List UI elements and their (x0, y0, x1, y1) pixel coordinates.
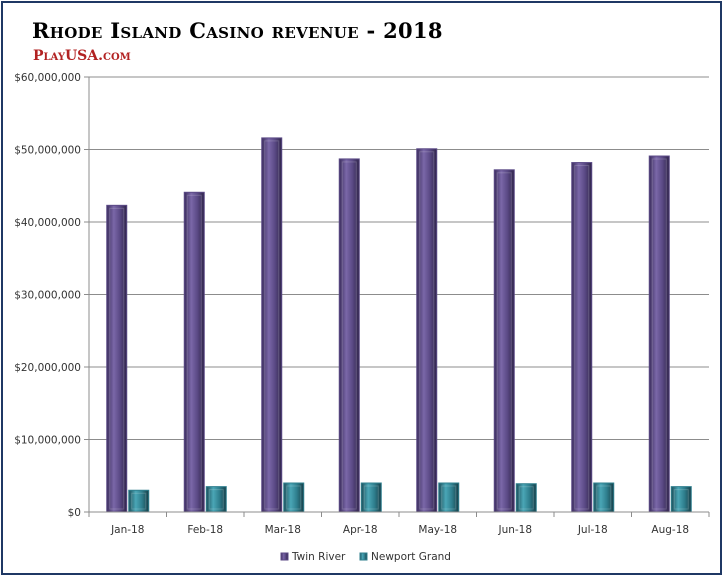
x-tick-label: May-18 (418, 524, 457, 536)
y-tick-label: $10,000,000 (14, 435, 81, 447)
legend-label-newport-grand: Newport Grand (371, 551, 451, 563)
y-tick-label: $0 (68, 507, 81, 519)
bar-bevel (363, 485, 379, 510)
bar-bevel (574, 165, 590, 510)
x-tick-label: Feb-18 (187, 524, 223, 536)
bar-bevel (496, 172, 512, 510)
bar-bevel (131, 492, 147, 510)
bar-bevel (673, 489, 689, 510)
x-tick-label: Jun-18 (497, 524, 532, 536)
bar-bevel (208, 489, 224, 510)
y-tick-label: $50,000,000 (14, 145, 81, 157)
bar-bevel (651, 158, 667, 510)
bar-bevel (186, 194, 202, 510)
brand-label: PlayUSA.com (33, 48, 131, 64)
x-tick-label: Jan-18 (110, 524, 144, 536)
x-tick-label: Jul-18 (577, 524, 608, 536)
y-tick-label: $40,000,000 (14, 217, 81, 229)
chart-title: Rhode Island Casino revenue - 2018 (32, 18, 443, 43)
bar-bevel (596, 485, 612, 510)
x-tick-label: Apr-18 (343, 524, 378, 536)
bar-bevel (341, 161, 357, 510)
legend-swatch-newport-grand (359, 552, 368, 561)
bar-bevel (286, 485, 302, 510)
bar-bevel (518, 486, 534, 510)
bar-bevel (419, 151, 435, 510)
bar-bevel (264, 140, 280, 510)
y-tick-label: $20,000,000 (14, 362, 81, 374)
x-tick-label: Aug-18 (651, 524, 689, 536)
bar-bevel (441, 485, 457, 510)
bar-bevel (109, 207, 125, 510)
legend-label-twin-river: Twin River (291, 551, 346, 563)
x-tick-label: Mar-18 (265, 524, 301, 536)
y-tick-label: $60,000,000 (14, 72, 81, 84)
legend-swatch-twin-river (280, 552, 289, 561)
y-tick-label: $30,000,000 (14, 290, 81, 302)
